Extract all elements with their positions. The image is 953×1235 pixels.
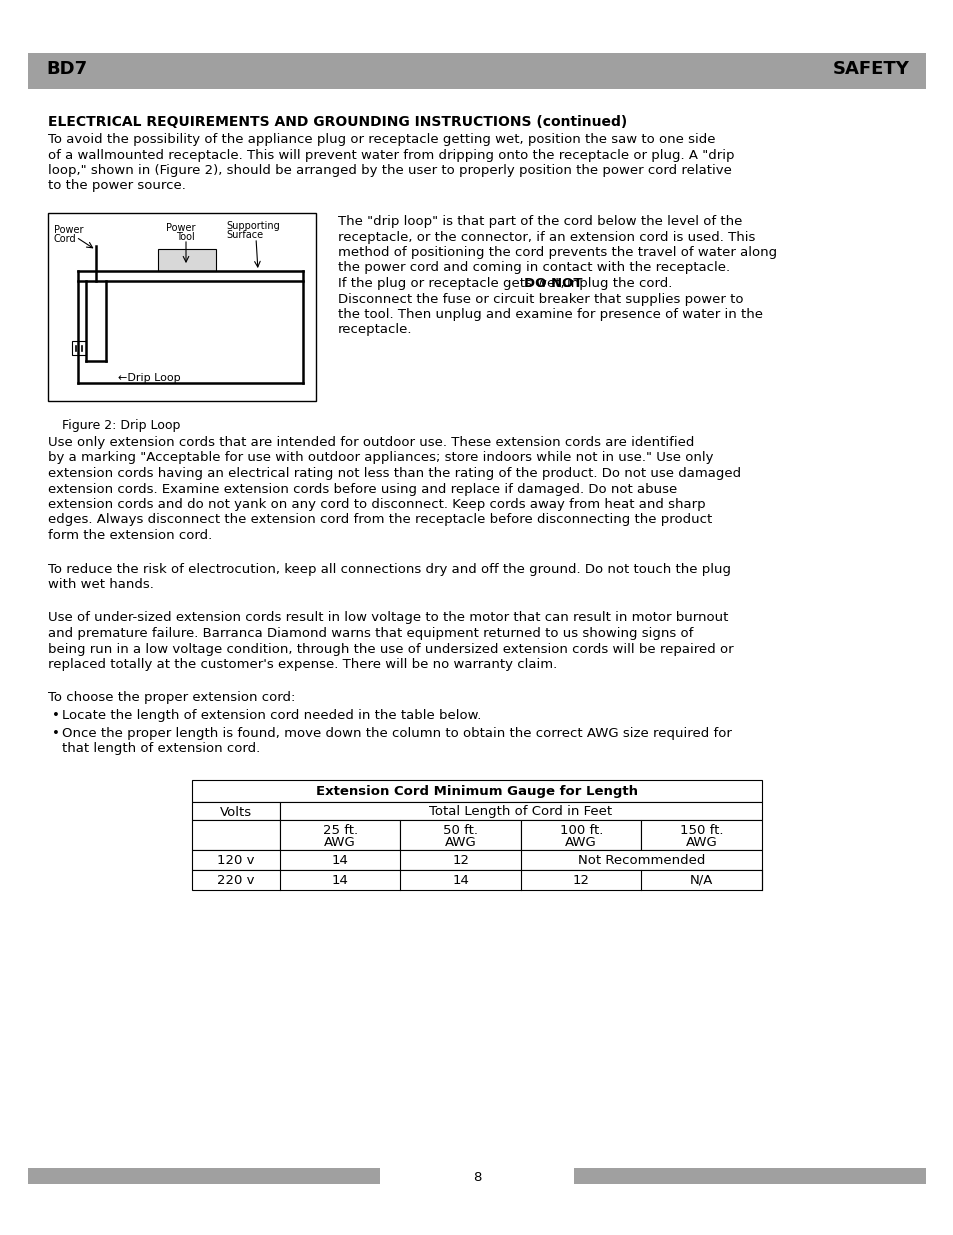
Text: by a marking "Acceptable for use with outdoor appliances; store indoors while no: by a marking "Acceptable for use with ou… <box>48 452 713 464</box>
Text: If the plug or receptacle gets wet,: If the plug or receptacle gets wet, <box>337 277 568 290</box>
Text: Figure 2: Drip Loop: Figure 2: Drip Loop <box>62 419 180 432</box>
Bar <box>520 820 640 850</box>
Text: The "drip loop" is that part of the cord below the level of the: The "drip loop" is that part of the cord… <box>337 215 741 228</box>
Text: SAFETY: SAFETY <box>832 61 909 78</box>
Text: form the extension cord.: form the extension cord. <box>48 529 212 542</box>
Text: Once the proper length is found, move down the column to obtain the correct AWG : Once the proper length is found, move do… <box>62 726 731 740</box>
Text: ELECTRICAL REQUIREMENTS AND GROUNDING INSTRUCTIONS (continued): ELECTRICAL REQUIREMENTS AND GROUNDING IN… <box>48 115 626 128</box>
Text: To choose the proper extension cord:: To choose the proper extension cord: <box>48 692 295 704</box>
Text: AWG: AWG <box>324 836 355 850</box>
Text: unplug the cord.: unplug the cord. <box>558 277 672 290</box>
Bar <box>28 1168 379 1184</box>
Bar <box>640 820 761 850</box>
Text: of a wallmounted receptacle. This will prevent water from dripping onto the rece: of a wallmounted receptacle. This will p… <box>48 148 734 162</box>
Text: To reduce the risk of electrocution, keep all connections dry and off the ground: To reduce the risk of electrocution, kee… <box>48 562 730 576</box>
Text: receptacle, or the connector, if an extension cord is used. This: receptacle, or the connector, if an exte… <box>337 231 755 243</box>
Text: 50 ft.: 50 ft. <box>443 825 477 837</box>
Text: extension cords having an electrical rating not less than the rating of the prod: extension cords having an electrical rat… <box>48 467 740 480</box>
Text: Cord: Cord <box>54 233 76 245</box>
Bar <box>192 820 280 850</box>
Bar <box>192 869 761 889</box>
Text: method of positioning the cord prevents the travel of water along: method of positioning the cord prevents … <box>337 246 777 259</box>
Text: extension cords. Examine extension cords before using and replace if damaged. Do: extension cords. Examine extension cords… <box>48 483 677 495</box>
Bar <box>71 341 86 354</box>
Text: extension cords and do not yank on any cord to disconnect. Keep cords away from : extension cords and do not yank on any c… <box>48 498 705 511</box>
Text: 220 v: 220 v <box>217 873 254 887</box>
Bar <box>400 820 520 850</box>
Text: Not Recommended: Not Recommended <box>578 853 704 867</box>
Text: DO NOT: DO NOT <box>524 277 582 290</box>
Text: 25 ft.: 25 ft. <box>322 825 357 837</box>
Text: Power: Power <box>166 224 195 233</box>
Text: AWG: AWG <box>444 836 476 850</box>
Text: Volts: Volts <box>220 805 252 819</box>
Text: Locate the length of extension cord needed in the table below.: Locate the length of extension cord need… <box>62 709 481 722</box>
Text: AWG: AWG <box>685 836 717 850</box>
Text: ←Drip Loop: ←Drip Loop <box>118 373 180 383</box>
Text: Extension Cord Minimum Gauge for Length: Extension Cord Minimum Gauge for Length <box>315 784 638 798</box>
Text: to the power source.: to the power source. <box>48 179 186 193</box>
Text: Power: Power <box>54 225 84 235</box>
Text: 14: 14 <box>332 873 349 887</box>
Text: Use only extension cords that are intended for outdoor use. These extension cord: Use only extension cords that are intend… <box>48 436 694 450</box>
Text: BD7: BD7 <box>46 61 87 78</box>
Text: AWG: AWG <box>565 836 597 850</box>
Bar <box>574 1168 925 1184</box>
Text: 150 ft.: 150 ft. <box>679 825 722 837</box>
Bar <box>192 850 761 869</box>
Bar <box>158 249 215 270</box>
Bar <box>280 802 761 820</box>
Text: receptacle.: receptacle. <box>337 324 412 336</box>
Text: that length of extension cord.: that length of extension cord. <box>62 742 260 755</box>
Bar <box>28 53 925 89</box>
Text: N/A: N/A <box>689 873 713 887</box>
Text: loop," shown in (Figure 2), should be arranged by the user to properly position : loop," shown in (Figure 2), should be ar… <box>48 164 731 177</box>
Text: 12: 12 <box>572 873 589 887</box>
Text: 14: 14 <box>452 873 469 887</box>
Text: Disconnect the fuse or circuit breaker that supplies power to: Disconnect the fuse or circuit breaker t… <box>337 293 742 305</box>
Bar <box>192 802 280 820</box>
Bar <box>192 779 761 802</box>
Text: Surface: Surface <box>226 230 263 240</box>
Text: Total Length of Cord in Feet: Total Length of Cord in Feet <box>429 805 612 819</box>
Text: and premature failure. Barranca Diamond warns that equipment returned to us show: and premature failure. Barranca Diamond … <box>48 627 693 640</box>
Text: 12: 12 <box>452 853 469 867</box>
Text: the tool. Then unplug and examine for presence of water in the: the tool. Then unplug and examine for pr… <box>337 308 762 321</box>
Bar <box>280 820 400 850</box>
Text: •: • <box>52 709 60 722</box>
Text: 8: 8 <box>473 1171 480 1184</box>
Text: replaced totally at the customer's expense. There will be no warranty claim.: replaced totally at the customer's expen… <box>48 658 557 671</box>
Bar <box>48 212 315 401</box>
Text: Use of under-sized extension cords result in low voltage to the motor that can r: Use of under-sized extension cords resul… <box>48 611 727 625</box>
Text: edges. Always disconnect the extension cord from the receptacle before disconnec: edges. Always disconnect the extension c… <box>48 514 712 526</box>
Text: Supporting: Supporting <box>226 221 279 231</box>
Text: the power cord and coming in contact with the receptacle.: the power cord and coming in contact wit… <box>337 262 729 274</box>
Text: 14: 14 <box>332 853 349 867</box>
Text: To avoid the possibility of the appliance plug or receptacle getting wet, positi: To avoid the possibility of the applianc… <box>48 133 715 146</box>
Text: being run in a low voltage condition, through the use of undersized extension co: being run in a low voltage condition, th… <box>48 642 733 656</box>
Text: 120 v: 120 v <box>217 853 254 867</box>
Text: •: • <box>52 726 60 740</box>
Text: with wet hands.: with wet hands. <box>48 578 153 592</box>
Text: Tool: Tool <box>175 232 194 242</box>
Text: 100 ft.: 100 ft. <box>559 825 602 837</box>
